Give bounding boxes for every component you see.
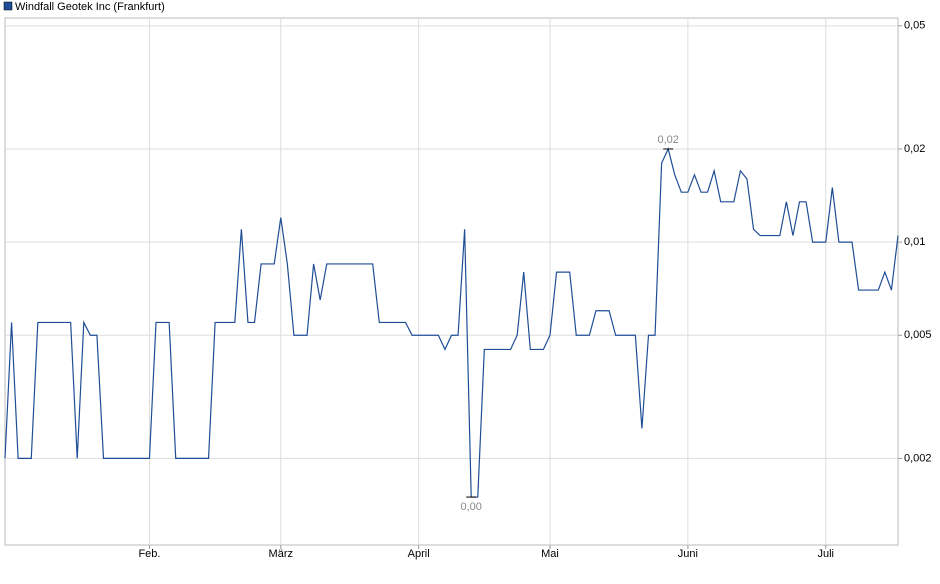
y-tick-label: 0,05 [904, 20, 925, 32]
x-tick-label: Juli [818, 548, 835, 560]
y-tick-label: 0,01 [904, 236, 925, 248]
price-line [4, 147, 899, 498]
x-tick-label: Feb. [138, 548, 160, 560]
y-tick-label: 0,005 [904, 329, 932, 341]
y-tick-label: 0,002 [904, 452, 932, 464]
x-tick-label: April [408, 548, 430, 560]
value-label: 0,02 [657, 134, 678, 146]
x-tick-label: Mai [541, 548, 559, 560]
legend-swatch [3, 1, 13, 11]
plot-area [4, 17, 899, 546]
value-label: 0,00 [460, 501, 481, 513]
x-tick-label: Juni [678, 548, 698, 560]
x-tick-label: März [269, 548, 293, 560]
legend-label: Windfall Geotek Inc (Frankfurt) [15, 1, 165, 13]
y-tick-label: 0,02 [904, 143, 925, 155]
